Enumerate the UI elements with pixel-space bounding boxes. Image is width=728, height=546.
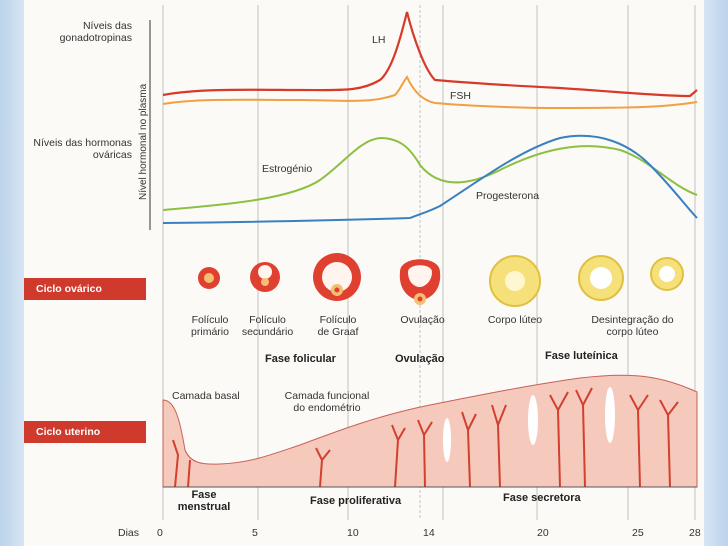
- uterine-cycle-badge: Ciclo uterino: [24, 421, 146, 443]
- secretory-phase-label: Fase secretora: [503, 492, 581, 504]
- day-tick-10: 10: [347, 527, 359, 539]
- menstrual-phase-label: Fase menstrual: [177, 489, 231, 513]
- fsh-label: FSH: [450, 90, 471, 102]
- estrogen-label: Estrogénio: [262, 163, 313, 175]
- corpus-luteum-label: Corpo lúteo: [487, 314, 543, 326]
- functional-layer-label: Camada funcional do endométrio: [284, 390, 370, 414]
- lh-curve: [162, 11, 698, 98]
- day-tick-20: 20: [537, 527, 549, 539]
- primary-follicle-label: Folículo primário: [191, 314, 229, 338]
- ovarian-hormones-label: Níveis das hormonas ováricas: [33, 137, 132, 161]
- ovulation-label: Ovulação: [400, 314, 445, 326]
- endometrium-glands: [443, 387, 615, 462]
- days-label: Dias: [118, 527, 140, 539]
- corpus-luteum-graphic: [489, 255, 541, 307]
- follicle-secondary-graphic: [250, 262, 280, 292]
- basal-layer-label: Camada basal: [172, 390, 240, 402]
- follicle-primary-graphic: [198, 267, 220, 289]
- secondary-follicle-label: Folículo secundário: [241, 314, 294, 338]
- proliferative-phase-label: Fase proliferativa: [310, 495, 402, 507]
- progesterone-curve: [162, 134, 698, 224]
- day-tick-5: 5: [252, 527, 258, 539]
- ovulation-graphic: [399, 259, 441, 305]
- y-axis-label: Nível hormonal no plasma: [138, 83, 149, 200]
- follicle-graaf-graphic: [313, 253, 361, 301]
- day-tick-14: 14: [423, 527, 435, 539]
- day-tick-0: 0: [157, 527, 163, 539]
- progesterone-label: Progesterona: [476, 190, 540, 202]
- luteal-phase-label: Fase luteínica: [545, 350, 618, 362]
- follicular-phase-label: Fase folicular: [265, 353, 336, 365]
- fsh-curve: [162, 75, 698, 110]
- lh-label: LH: [372, 34, 386, 46]
- graaf-follicle-label: Folículo de Graaf: [317, 314, 359, 338]
- ovulation-phase-label: Ovulação: [395, 353, 445, 365]
- gonadotropins-label: Níveis das gonadotropinas: [59, 20, 132, 44]
- day-tick-25: 25: [632, 527, 644, 539]
- disintegrating-corpus-luteum-graphic: [578, 255, 684, 301]
- endometrium-shape: [162, 374, 698, 488]
- day-tick-28: 28: [689, 527, 701, 539]
- estrogen-curve: [162, 136, 698, 211]
- ovarian-cycle-badge: Ciclo ovárico: [24, 278, 146, 300]
- endometrium-vessels: [172, 387, 679, 488]
- disintegration-label: Desintegração do corpo lúteo: [591, 314, 674, 338]
